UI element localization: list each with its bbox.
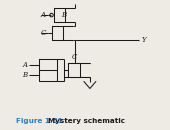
- Text: A: A: [22, 61, 27, 69]
- Text: Y: Y: [142, 36, 146, 44]
- Text: C: C: [72, 53, 77, 61]
- Text: B: B: [61, 11, 66, 19]
- Text: C: C: [40, 29, 46, 37]
- Text: Figure 1.51: Figure 1.51: [15, 118, 62, 124]
- Text: A: A: [41, 11, 46, 19]
- Text: B: B: [22, 71, 27, 79]
- Text: Mystery schematic: Mystery schematic: [43, 118, 125, 124]
